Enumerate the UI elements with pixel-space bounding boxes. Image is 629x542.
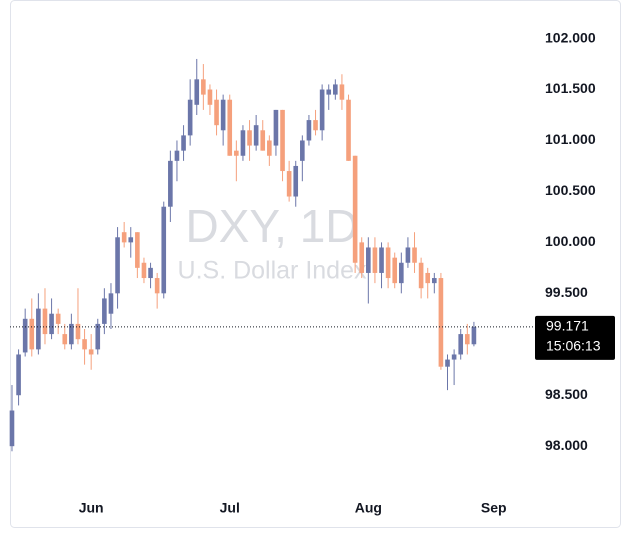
candle-body bbox=[438, 278, 444, 367]
candle-body bbox=[174, 150, 180, 161]
candle-body bbox=[458, 334, 464, 355]
candle-body bbox=[300, 140, 305, 161]
candle-body bbox=[181, 135, 186, 151]
x-tick-label: Jun bbox=[79, 500, 104, 516]
candle-body bbox=[227, 99, 233, 156]
y-tick-label: 98.500 bbox=[545, 386, 588, 402]
candle-body bbox=[82, 339, 87, 350]
y-tick-label: 100.000 bbox=[545, 233, 596, 249]
candle-body bbox=[293, 165, 299, 197]
candle-body bbox=[445, 359, 450, 367]
candle-body bbox=[69, 323, 74, 345]
candle-body bbox=[399, 262, 404, 284]
x-tick-label: Jul bbox=[220, 500, 240, 516]
candle-body bbox=[359, 242, 365, 273]
candle-body bbox=[42, 308, 48, 335]
candle-body bbox=[405, 247, 411, 263]
candle-body bbox=[115, 237, 120, 294]
candle-body bbox=[55, 313, 61, 324]
candle-body bbox=[319, 89, 325, 131]
candle-body bbox=[75, 323, 81, 340]
candle-body bbox=[102, 298, 107, 324]
candle-body bbox=[286, 171, 292, 197]
candle-body bbox=[148, 267, 153, 279]
candle-body bbox=[161, 206, 167, 294]
candle-body bbox=[253, 125, 259, 146]
candle-body bbox=[168, 160, 173, 207]
candle-body bbox=[451, 354, 457, 360]
candle-body bbox=[9, 410, 15, 447]
candle-body bbox=[194, 79, 200, 105]
candle-body bbox=[214, 99, 219, 126]
candle-body bbox=[346, 99, 351, 161]
candle-body bbox=[385, 247, 391, 279]
candle-body bbox=[306, 120, 312, 141]
y-tick-label: 99.500 bbox=[545, 284, 588, 300]
candle-body bbox=[135, 232, 140, 268]
candle-body bbox=[372, 247, 378, 273]
candle-body bbox=[95, 323, 101, 350]
candle-body bbox=[273, 109, 279, 146]
y-tick-label: 98.000 bbox=[545, 437, 588, 453]
candle-body bbox=[471, 326, 477, 345]
candle-body bbox=[412, 247, 417, 263]
candle-body bbox=[280, 109, 285, 172]
candle-body bbox=[267, 140, 272, 156]
candle-body bbox=[366, 247, 371, 273]
candle-body bbox=[108, 293, 114, 314]
candle-body bbox=[234, 150, 239, 156]
x-tick-label: Sep bbox=[481, 500, 507, 516]
candle-body bbox=[240, 130, 246, 156]
candle-body bbox=[432, 278, 437, 284]
candle-body bbox=[339, 84, 345, 100]
candle-body bbox=[260, 130, 266, 151]
candle-body bbox=[88, 349, 94, 355]
candle-body bbox=[121, 232, 127, 243]
y-tick-label: 101.500 bbox=[545, 80, 596, 96]
candle-body bbox=[201, 79, 206, 95]
candle-body bbox=[392, 257, 398, 284]
candle-body bbox=[22, 318, 28, 353]
y-tick-label: 101.000 bbox=[545, 131, 596, 147]
last-price-box bbox=[535, 315, 615, 360]
candle-body bbox=[62, 334, 68, 345]
countdown: 15:06:13 bbox=[546, 338, 601, 354]
candle-body bbox=[333, 84, 338, 95]
candle-body bbox=[465, 334, 470, 345]
candle-body bbox=[425, 272, 431, 284]
candle-body bbox=[326, 89, 332, 95]
x-tick-label: Aug bbox=[355, 500, 382, 516]
watermark-subtitle: U.S. Dollar Index bbox=[178, 257, 367, 285]
candle-body bbox=[16, 354, 21, 396]
candle-body bbox=[313, 120, 318, 131]
candle-body bbox=[352, 155, 358, 263]
candle-body bbox=[247, 130, 252, 146]
candle-body bbox=[418, 262, 424, 289]
candle-body bbox=[141, 262, 147, 279]
candle-body bbox=[379, 247, 384, 273]
last-price-label: 99.171 bbox=[546, 318, 589, 334]
y-tick-label: 100.500 bbox=[545, 182, 596, 198]
candle-body bbox=[36, 308, 41, 350]
candle-body bbox=[207, 89, 213, 105]
candle-body bbox=[154, 278, 160, 294]
watermark-title: DXY, 1D bbox=[185, 200, 358, 252]
chart-frame bbox=[10, 0, 621, 528]
y-tick-label: 102.000 bbox=[545, 29, 596, 45]
candle-body bbox=[128, 237, 134, 243]
candle-body bbox=[29, 318, 35, 350]
candle-body bbox=[187, 99, 193, 136]
candle-body bbox=[49, 313, 54, 335]
candle-body bbox=[220, 99, 226, 131]
